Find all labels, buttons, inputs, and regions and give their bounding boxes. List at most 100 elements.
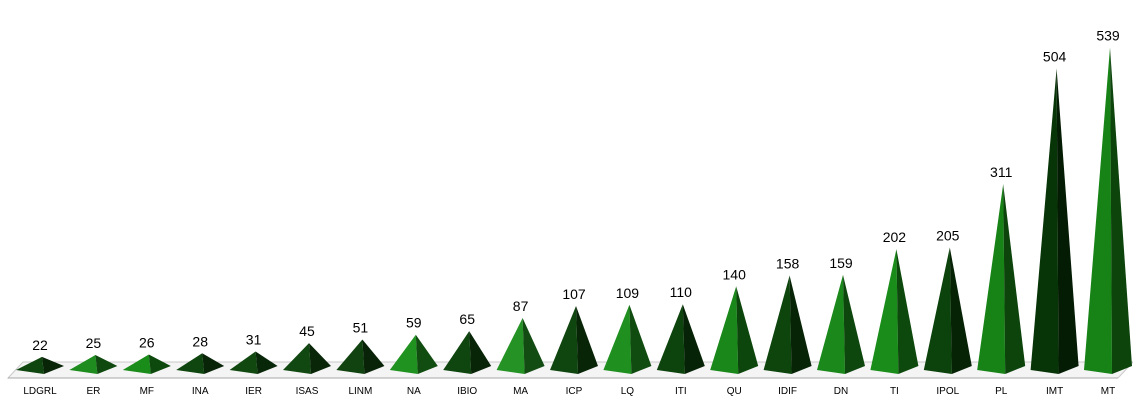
value-label: 205 <box>936 227 960 243</box>
pyramid-right-face <box>1110 47 1132 374</box>
pyramid-left-face <box>176 353 205 374</box>
category-label: NA <box>407 386 421 396</box>
pyramid-series <box>16 47 1132 374</box>
category-label: DN <box>834 386 848 396</box>
value-label: 87 <box>513 298 529 314</box>
pyramid-left-face <box>550 305 578 374</box>
category-label: TI <box>890 386 899 396</box>
category-label: ER <box>86 386 100 396</box>
pyramid-right-face <box>843 274 865 374</box>
pyramid-left-face <box>923 247 952 374</box>
value-label: 107 <box>562 286 586 302</box>
pyramid-left-face <box>69 355 98 374</box>
pyramid-right-face <box>309 343 331 374</box>
pyramid-right-face <box>1003 183 1026 374</box>
pyramid-LQ <box>603 304 652 374</box>
pyramid-right-face <box>148 354 171 374</box>
pyramid-INA <box>176 353 225 374</box>
pyramid-MT <box>1084 47 1132 374</box>
pyramid-right-face <box>736 286 759 374</box>
pyramid-left-face <box>870 249 899 374</box>
pyramid-left-face <box>656 304 685 374</box>
value-label: 109 <box>616 285 640 301</box>
pyramid-right-face <box>629 304 652 374</box>
category-label: INA <box>192 386 209 396</box>
value-label: 504 <box>1043 49 1067 65</box>
pyramid-DN <box>817 274 865 374</box>
pyramid-left-face <box>1084 47 1112 374</box>
pyramid-LDGRL <box>16 356 64 374</box>
pyramid-MA <box>496 317 545 374</box>
pyramid-left-face <box>16 356 44 374</box>
pyramid-right-face <box>682 304 705 374</box>
value-label: 110 <box>670 284 693 300</box>
pyramid-right-face <box>1056 68 1079 374</box>
pyramid-left-face <box>283 343 311 374</box>
pyramid-left-face <box>603 304 632 374</box>
pyramid-right-face <box>522 317 545 374</box>
value-labels: 22 25 26 28 31 45 51 59 65 87 107 109 110 140 158 159 20… <box>32 28 1120 353</box>
category-label: MF <box>140 386 154 396</box>
pyramid-IBIO <box>443 331 492 374</box>
value-label: 28 <box>192 333 208 349</box>
value-label: 51 <box>353 319 369 335</box>
pyramid-left-face <box>389 334 418 374</box>
pyramid-IMT <box>1030 68 1079 374</box>
category-label: MT <box>1101 386 1115 396</box>
pyramid-left-face <box>229 351 258 374</box>
category-label: QU <box>727 386 742 396</box>
pyramid-QU <box>710 286 759 374</box>
category-label: IMT <box>1046 386 1063 396</box>
category-label: MA <box>513 386 528 396</box>
category-label: IPOL <box>936 386 959 396</box>
pyramid-right-face <box>576 305 598 374</box>
category-label: ISAS <box>296 386 319 396</box>
pyramid-left-face <box>763 275 792 374</box>
pyramid-left-face <box>336 339 365 374</box>
value-label: 31 <box>246 331 262 347</box>
value-label: 26 <box>139 334 155 350</box>
pyramid-ISAS <box>283 343 331 374</box>
pyramid-PL <box>977 183 1026 374</box>
pyramid-right-face <box>469 331 492 374</box>
category-labels: LDGRL ER MF INA IER ISAS LINM NA IBIO MA ICP LQ ITI Q… <box>23 386 1115 396</box>
category-label: ICP <box>566 386 583 396</box>
category-label: LDGRL <box>23 386 57 396</box>
pyramid-right-face <box>949 247 972 374</box>
value-label: 22 <box>32 337 48 353</box>
pyramid-right-face <box>362 339 385 374</box>
pyramid-right-face <box>95 355 118 374</box>
pyramid-ER <box>69 355 118 374</box>
value-label: 202 <box>883 229 907 245</box>
pyramid-right-face <box>202 353 225 374</box>
value-label: 25 <box>86 335 102 351</box>
pyramid-TI <box>870 249 919 374</box>
pyramid-IER <box>229 351 278 374</box>
value-label: 539 <box>1096 28 1120 44</box>
pyramid-left-face <box>496 317 525 374</box>
pyramid-LINM <box>336 339 385 374</box>
pyramid-right-face <box>896 249 919 374</box>
pyramid-MF <box>122 354 171 374</box>
value-label: 59 <box>406 315 422 331</box>
category-label: LQ <box>621 386 635 396</box>
pyramid-ICP <box>550 305 598 374</box>
pyramid-NA <box>389 334 438 374</box>
pyramid-IDIF <box>763 275 812 374</box>
pyramid-IPOL <box>923 247 972 374</box>
pyramid-left-face <box>977 183 1006 374</box>
category-label: IER <box>245 386 262 396</box>
pyramid-left-face <box>1030 68 1059 374</box>
value-label: 65 <box>459 311 475 327</box>
category-label: IDIF <box>778 386 797 396</box>
category-label: LINM <box>348 386 372 396</box>
pyramid-ITI <box>656 304 705 374</box>
pyramid-right-face <box>42 356 64 374</box>
pyramid-right-face <box>789 275 812 374</box>
value-label: 45 <box>299 323 315 339</box>
category-label: ITI <box>675 386 687 396</box>
pyramid-left-face <box>122 354 151 374</box>
value-label: 140 <box>723 266 747 282</box>
value-label: 159 <box>829 255 853 271</box>
